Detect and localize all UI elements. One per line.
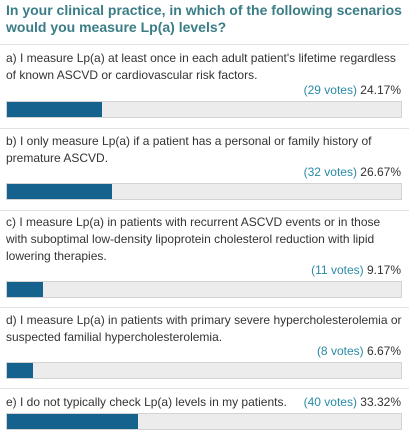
- option-b-bar-fill: [7, 184, 113, 199]
- option-a-bar-track: [6, 101, 402, 118]
- option-e-percent: 33.32%: [360, 395, 401, 409]
- option-e-votes-link[interactable]: (40 votes): [303, 395, 357, 409]
- option-a-stats: (29 votes) 24.17%: [304, 82, 401, 98]
- divider: [0, 128, 409, 129]
- option-c-percent: 9.17%: [366, 263, 401, 277]
- option-d-text: d) I measure Lp(a) in patients with prim…: [6, 313, 402, 344]
- option-e-stats: (40 votes) 33.32%: [304, 394, 401, 410]
- option-d-votes-link[interactable]: (8 votes): [316, 344, 364, 358]
- option-c-text: c) I measure Lp(a) in patients with recu…: [6, 215, 381, 263]
- option-e-bar-track: [6, 413, 402, 430]
- divider: [0, 210, 409, 211]
- option-b-text: b) I only measure Lp(a) if a patient has…: [6, 134, 372, 165]
- divider: [0, 307, 409, 308]
- option-d-bar-track: [6, 362, 402, 379]
- option-b-stats: (32 votes) 26.67%: [304, 164, 401, 180]
- option-b-percent: 26.67%: [360, 165, 401, 179]
- divider: [0, 388, 409, 389]
- option-c-stats: (11 votes) 9.17%: [311, 262, 401, 278]
- option-b-bar-track: [6, 183, 402, 200]
- option-b-votes-link[interactable]: (32 votes): [303, 165, 357, 179]
- option-a-bar-fill: [7, 102, 103, 117]
- poll-question: In your clinical practice, in which of t…: [6, 2, 402, 35]
- divider: [0, 44, 409, 45]
- option-c-bar-fill: [7, 282, 44, 297]
- option-d-percent: 6.67%: [366, 344, 401, 358]
- option-a-percent: 24.17%: [360, 83, 401, 97]
- option-d-stats: (8 votes) 6.67%: [317, 343, 401, 359]
- option-a-text: a) I measure Lp(a) at least once in each…: [6, 51, 396, 82]
- option-c-bar-track: [6, 281, 402, 298]
- option-e-text: e) I do not typically check Lp(a) levels…: [6, 395, 287, 409]
- option-a-votes-link[interactable]: (29 votes): [303, 83, 357, 97]
- option-d-bar-fill: [7, 363, 34, 378]
- option-c-votes-link[interactable]: (11 votes): [311, 263, 364, 277]
- option-e-bar-fill: [7, 414, 139, 429]
